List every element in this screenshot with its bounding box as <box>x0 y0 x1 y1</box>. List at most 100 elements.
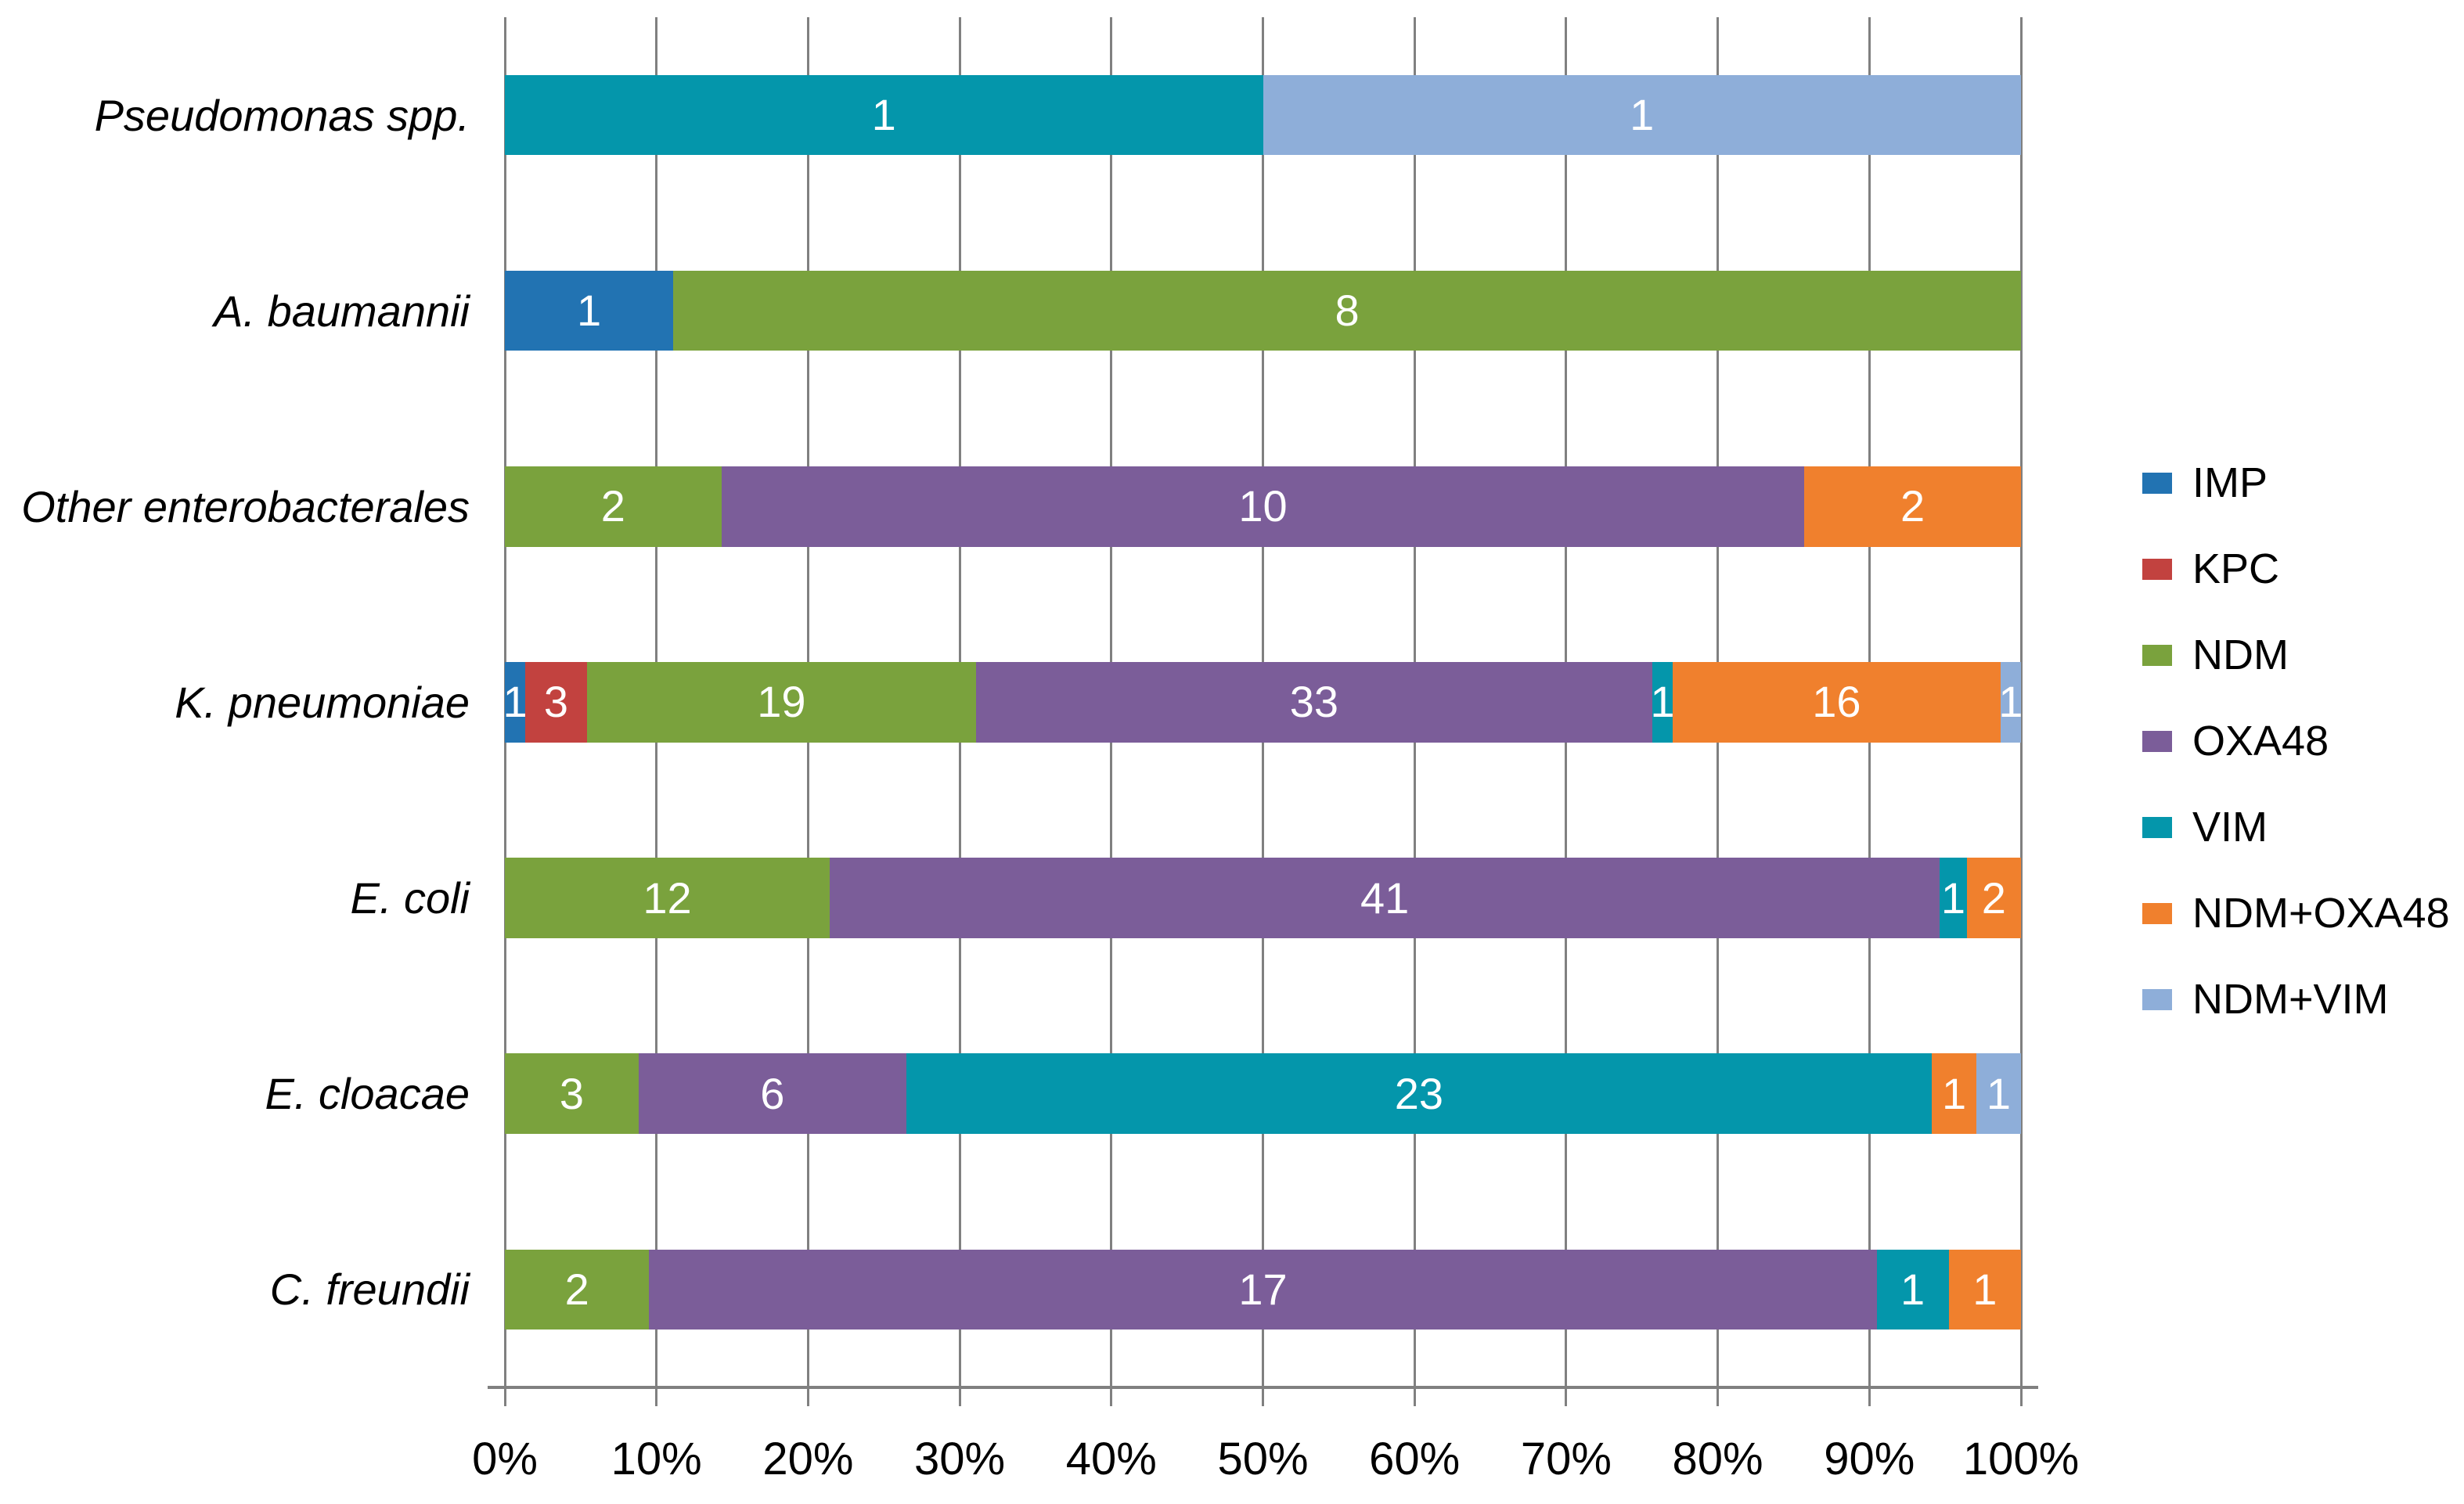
category-label: E. coli <box>350 873 470 923</box>
bar-segment-ndm: 2 <box>505 466 722 547</box>
legend-item-vim: VIM <box>2142 784 2450 870</box>
bar-value-label: 19 <box>757 677 806 727</box>
legend-color-swatch-icon <box>2142 644 2172 666</box>
category-label: A. baumannii <box>214 286 470 336</box>
stacked-bar: 3 6 23 1 1 <box>505 1053 2021 1135</box>
axis-tick <box>1717 1387 1720 1406</box>
axis-tick <box>958 1387 961 1406</box>
bar-value-label: 3 <box>543 677 568 727</box>
legend-color-swatch-icon <box>2142 730 2172 752</box>
bar-value-label: 1 <box>871 90 896 140</box>
bar-value-label: 1 <box>1900 1264 1925 1314</box>
bar-value-label: 1 <box>577 286 602 336</box>
bar-segment-imp: 1 <box>505 270 674 351</box>
bar-segment-vim: 1 <box>1650 662 1675 743</box>
bar-segment-ndm: 2 <box>505 1249 650 1330</box>
axis-tick <box>655 1387 658 1406</box>
bar-segment-vim: 23 <box>906 1053 1933 1135</box>
legend: IMP KPC NDM OXA48 VIM NDM+OXA48 NDM+VIM <box>2142 440 2450 1042</box>
x-axis-tick-label: 10% <box>611 1434 702 1484</box>
stacked-bar: 2 17 1 1 <box>505 1249 2021 1330</box>
bar-value-label: 1 <box>1650 677 1675 727</box>
stacked-bar: 1 3 19 33 1 16 1 <box>503 662 2023 743</box>
axis-tick <box>1262 1387 1264 1406</box>
bar-value-label: 8 <box>1335 286 1360 336</box>
stacked-bar: 2 10 2 <box>505 466 2021 547</box>
legend-item-kpc: KPC <box>2142 526 2450 612</box>
plot-area: 0% 10% 20% 30% 40% 50% 60% 70% 80% 90% 100% 1 1 1 8 2 10… <box>472 17 2079 1484</box>
bar-value-label: 10 <box>1238 481 1288 531</box>
axis-tick <box>1868 1387 1871 1406</box>
bar-segment-ndm-oxa48: 1 <box>1948 1249 2021 1330</box>
bar-value-label: 1 <box>1630 90 1655 140</box>
y-axis-category-labels: Pseudomonas spp. A. baumannii Other entero… <box>0 17 470 1387</box>
legend-item-oxa48: OXA48 <box>2142 698 2450 784</box>
x-axis-tick-label: 0% <box>472 1434 538 1484</box>
legend-label: KPC <box>2192 545 2280 592</box>
bar-segment-vim: 1 <box>1940 858 1967 938</box>
bar-segment-imp: 1 <box>503 662 528 743</box>
x-axis-tick-label: 40% <box>1065 1434 1157 1484</box>
bar-value-label: 1 <box>1941 1068 1967 1118</box>
bar-segment-ndm-vim: 1 <box>1263 74 2021 156</box>
axis-tick <box>1413 1387 1416 1406</box>
legend-label: NDM+OXA48 <box>2192 890 2450 937</box>
category-label: E. cloacae <box>265 1069 470 1119</box>
bar-segment-oxa48: 17 <box>649 1249 1877 1330</box>
legend-item-ndm-oxa48: NDM+OXA48 <box>2142 870 2450 956</box>
bar-segment-oxa48: 41 <box>830 858 1940 938</box>
bar-segment-ndm-oxa48: 16 <box>1672 662 2001 743</box>
bar-row: 2 17 1 1 <box>505 1192 2021 1387</box>
bar-segment-oxa48: 6 <box>638 1053 906 1135</box>
legend-label: VIM <box>2192 804 2268 851</box>
bar-value-label: 33 <box>1289 677 1339 727</box>
bar-value-label: 12 <box>643 873 692 923</box>
category-label: C. freundii <box>269 1265 470 1315</box>
legend-label: IMP <box>2192 459 2268 506</box>
bar-row: 12 41 1 2 <box>505 801 2021 996</box>
x-axis-tick-label: 70% <box>1520 1434 1612 1484</box>
legend-label: NDM+VIM <box>2192 976 2389 1023</box>
x-axis-tick-label: 30% <box>914 1434 1006 1484</box>
bar-value-label: 1 <box>1998 677 2023 727</box>
legend-item-imp: IMP <box>2142 440 2450 526</box>
x-axis-tick-label: 20% <box>762 1434 854 1484</box>
x-axis-tick-label: 50% <box>1217 1434 1309 1484</box>
bar-row: 1 3 19 33 1 16 1 <box>503 604 2023 800</box>
bar-segment-ndm-oxa48: 1 <box>1932 1053 1976 1135</box>
bar-segment-oxa48: 33 <box>976 662 1652 743</box>
bar-value-label: 1 <box>503 677 528 727</box>
bar-segment-vim: 1 <box>1876 1249 1949 1330</box>
bar-segment-ndm: 19 <box>586 662 977 743</box>
bar-value-label: 16 <box>1812 677 1861 727</box>
bar-segment-ndm: 3 <box>505 1053 639 1135</box>
stacked-bar: 12 41 1 2 <box>505 858 2021 938</box>
legend-color-swatch-icon <box>2142 558 2172 580</box>
gridline <box>2019 17 2023 1387</box>
legend-color-swatch-icon <box>2142 472 2172 494</box>
bar-value-label: 41 <box>1360 873 1410 923</box>
bar-segment-ndm-oxa48: 2 <box>1966 858 2021 938</box>
legend-color-swatch-icon <box>2142 902 2172 924</box>
bar-value-label: 17 <box>1238 1264 1288 1314</box>
category-label: K. pneumoniae <box>175 677 470 727</box>
bar-segment-ndm-vim: 1 <box>1976 1053 2021 1135</box>
bar-value-label: 2 <box>1981 873 2006 923</box>
category-label: Other enterobacterales <box>21 481 470 531</box>
bar-row: 3 6 23 1 1 <box>505 996 2021 1192</box>
bar-segment-kpc: 3 <box>525 662 587 743</box>
bar-value-label: 2 <box>564 1264 589 1314</box>
bar-value-label: 1 <box>1986 1068 2012 1118</box>
legend-item-ndm: NDM <box>2142 612 2450 698</box>
axis-tick <box>1110 1387 1113 1406</box>
bar-value-label: 2 <box>1900 481 1925 531</box>
legend-color-swatch-icon <box>2142 988 2172 1010</box>
bar-segment-ndm: 12 <box>505 858 830 938</box>
bar-segment-ndm-vim: 1 <box>1998 662 2023 743</box>
bar-segment-vim: 1 <box>505 74 1263 156</box>
bar-value-label: 1 <box>1940 873 1966 923</box>
x-axis-tick-label: 60% <box>1369 1434 1461 1484</box>
